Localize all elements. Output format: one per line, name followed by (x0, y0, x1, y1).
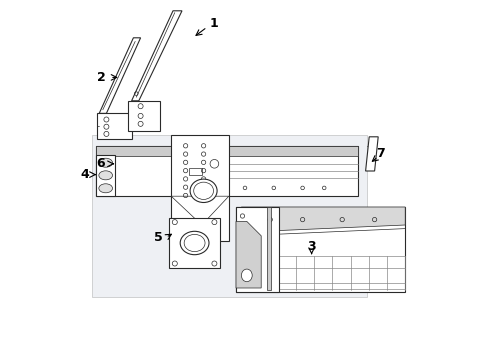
Ellipse shape (99, 158, 113, 167)
Polygon shape (242, 207, 405, 232)
Polygon shape (99, 38, 141, 113)
Polygon shape (132, 11, 182, 101)
Polygon shape (366, 137, 378, 171)
Polygon shape (236, 221, 261, 288)
Polygon shape (170, 218, 220, 268)
Polygon shape (268, 207, 271, 290)
Polygon shape (128, 101, 160, 131)
Polygon shape (92, 135, 368, 297)
Text: 2: 2 (97, 71, 105, 84)
Polygon shape (96, 146, 358, 196)
Bar (189, 168, 202, 175)
Polygon shape (171, 135, 229, 241)
Polygon shape (96, 155, 116, 196)
Polygon shape (171, 196, 229, 225)
Text: 7: 7 (376, 147, 384, 159)
Text: 3: 3 (307, 240, 316, 253)
Ellipse shape (190, 179, 217, 202)
Polygon shape (96, 146, 358, 156)
Text: 4: 4 (80, 168, 89, 181)
Polygon shape (236, 207, 279, 292)
Text: 6: 6 (97, 157, 105, 170)
Polygon shape (236, 207, 405, 292)
Ellipse shape (99, 171, 113, 180)
Ellipse shape (99, 184, 113, 193)
Polygon shape (98, 113, 132, 139)
Ellipse shape (180, 231, 209, 255)
Ellipse shape (242, 269, 252, 282)
Text: 5: 5 (154, 231, 163, 244)
Text: 1: 1 (210, 17, 219, 30)
